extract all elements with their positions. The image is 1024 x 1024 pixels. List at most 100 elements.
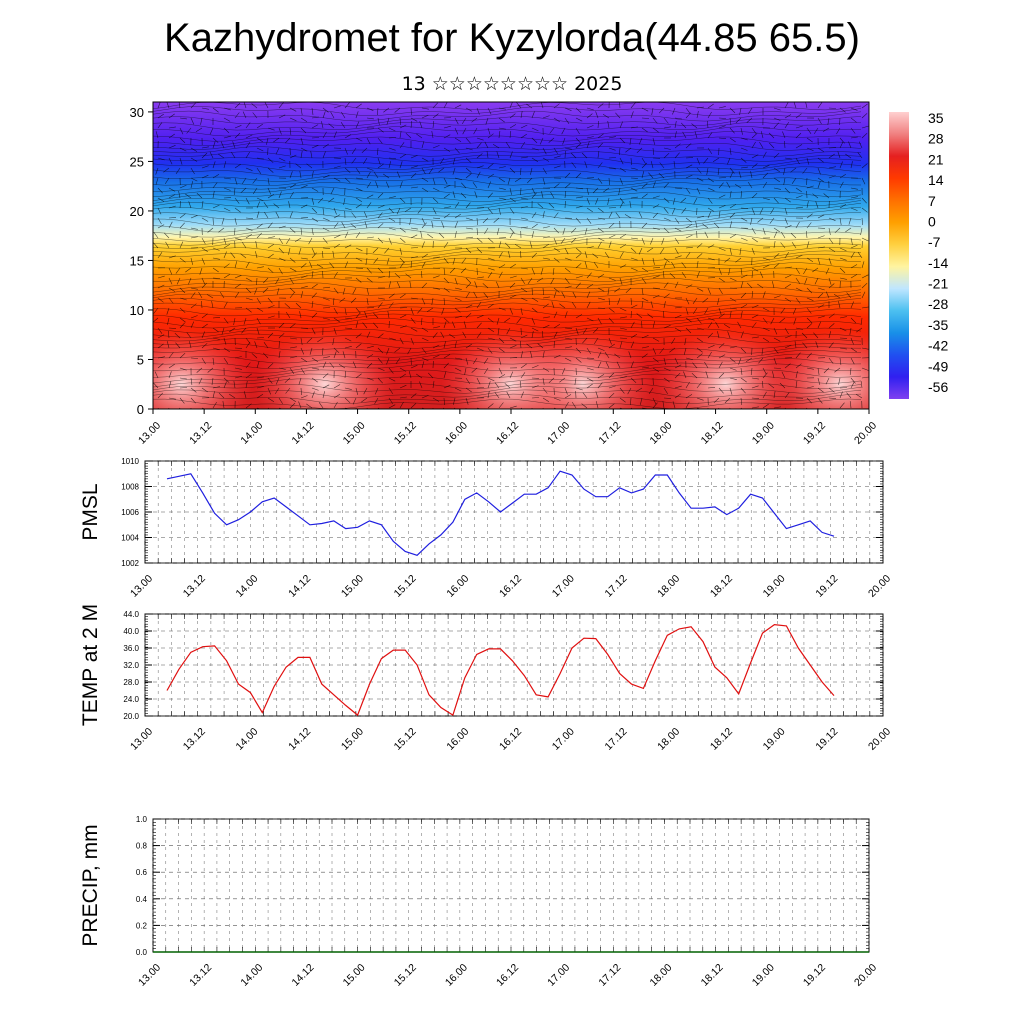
wind-barb <box>509 227 515 234</box>
wind-barb <box>861 177 866 185</box>
wind-barb <box>571 301 577 309</box>
wind-barb <box>751 141 756 149</box>
wind-barb <box>674 247 679 255</box>
wind-barb <box>494 382 500 389</box>
colorbar-label: -14 <box>928 255 948 271</box>
wind-barb <box>839 347 847 350</box>
wind-barb <box>548 137 555 143</box>
contour-line <box>153 237 862 247</box>
wind-barb <box>685 252 691 259</box>
wind-barb <box>317 337 324 343</box>
wind-barb <box>586 141 590 149</box>
wind-barb <box>575 217 581 224</box>
wind-barb <box>815 201 819 209</box>
x-tick-label: 19.00 <box>750 962 777 989</box>
wind-barb <box>377 333 384 339</box>
wind-barb <box>399 337 404 345</box>
wind-barb <box>641 171 645 179</box>
wind-barb <box>388 281 391 289</box>
wind-barb <box>344 397 351 404</box>
wind-barb <box>850 127 856 134</box>
x-tick-label: 20.00 <box>866 726 893 753</box>
wind-barb <box>284 303 291 309</box>
wind-barb <box>707 211 712 219</box>
wind-barb <box>586 272 592 279</box>
wind-barb <box>201 277 206 285</box>
wind-barb <box>421 361 425 369</box>
wind-barb <box>289 107 297 112</box>
wind-barb <box>311 107 314 115</box>
wind-barb <box>861 207 868 213</box>
wind-barb <box>751 192 758 199</box>
wind-barb <box>718 182 724 189</box>
wind-barb <box>696 261 699 269</box>
wind-barb <box>740 237 748 241</box>
wind-barb <box>256 376 264 379</box>
wind-barb <box>762 367 767 375</box>
wind-barb <box>784 335 792 339</box>
wind-barb <box>452 257 456 265</box>
x-tick-label: 13.12 <box>181 726 208 753</box>
wind-barb <box>179 257 186 263</box>
wind-barb <box>476 387 485 389</box>
wind-barb <box>839 161 843 169</box>
wind-barb <box>703 157 709 164</box>
wind-barb <box>452 167 456 175</box>
wind-barb <box>440 331 445 339</box>
wind-barb <box>813 127 819 135</box>
wind-barb <box>509 345 517 349</box>
wind-barb <box>504 317 511 323</box>
wind-barb <box>542 351 545 359</box>
contour-line <box>153 157 862 167</box>
wind-barb <box>462 331 467 339</box>
wind-barb <box>740 137 748 141</box>
wind-barb <box>212 247 220 251</box>
wind-barb <box>729 367 737 371</box>
wind-barb <box>186 332 192 339</box>
wind-barb <box>375 181 379 189</box>
wind-barb <box>399 293 406 299</box>
wind-barb <box>311 247 316 255</box>
wind-barb <box>322 373 329 379</box>
wind-barb <box>520 187 522 196</box>
wind-barb <box>531 307 538 313</box>
wind-barb <box>168 157 173 165</box>
wind-barb <box>647 313 654 319</box>
x-tick-label: 18.12 <box>708 573 735 600</box>
wind-barb <box>795 187 802 193</box>
wind-barb <box>839 327 847 332</box>
wind-barb <box>311 292 317 299</box>
wind-barb <box>685 284 693 289</box>
wind-barb <box>718 117 727 119</box>
contour-lines <box>153 102 862 409</box>
wind-barb <box>630 111 634 119</box>
wind-barb <box>861 367 869 371</box>
wind-barb <box>564 247 569 255</box>
wind-barb <box>516 102 522 109</box>
wind-barb <box>373 257 379 264</box>
wind-barb <box>410 297 418 300</box>
wind-barb <box>553 237 557 245</box>
wind-barb <box>465 282 472 289</box>
wind-barb <box>377 205 385 209</box>
wind-barb <box>278 257 286 262</box>
contour-line <box>153 162 862 172</box>
wind-barb <box>850 237 853 245</box>
wind-barb <box>561 367 566 375</box>
wind-barb <box>652 137 656 145</box>
wind-barb <box>241 177 247 185</box>
wind-barb <box>273 203 280 209</box>
wind-barb <box>484 227 489 235</box>
wind-barb <box>179 147 187 152</box>
wind-barb <box>608 207 617 209</box>
wind-barb <box>636 147 643 154</box>
wind-barb <box>388 196 396 199</box>
wind-barb <box>663 147 671 150</box>
wind-barb <box>630 377 637 384</box>
wind-barb <box>198 377 203 385</box>
wind-barb <box>724 397 731 404</box>
wind-barb <box>806 222 812 229</box>
wind-barb <box>625 287 632 294</box>
wind-barb <box>531 297 539 302</box>
wind-barb <box>399 314 407 319</box>
